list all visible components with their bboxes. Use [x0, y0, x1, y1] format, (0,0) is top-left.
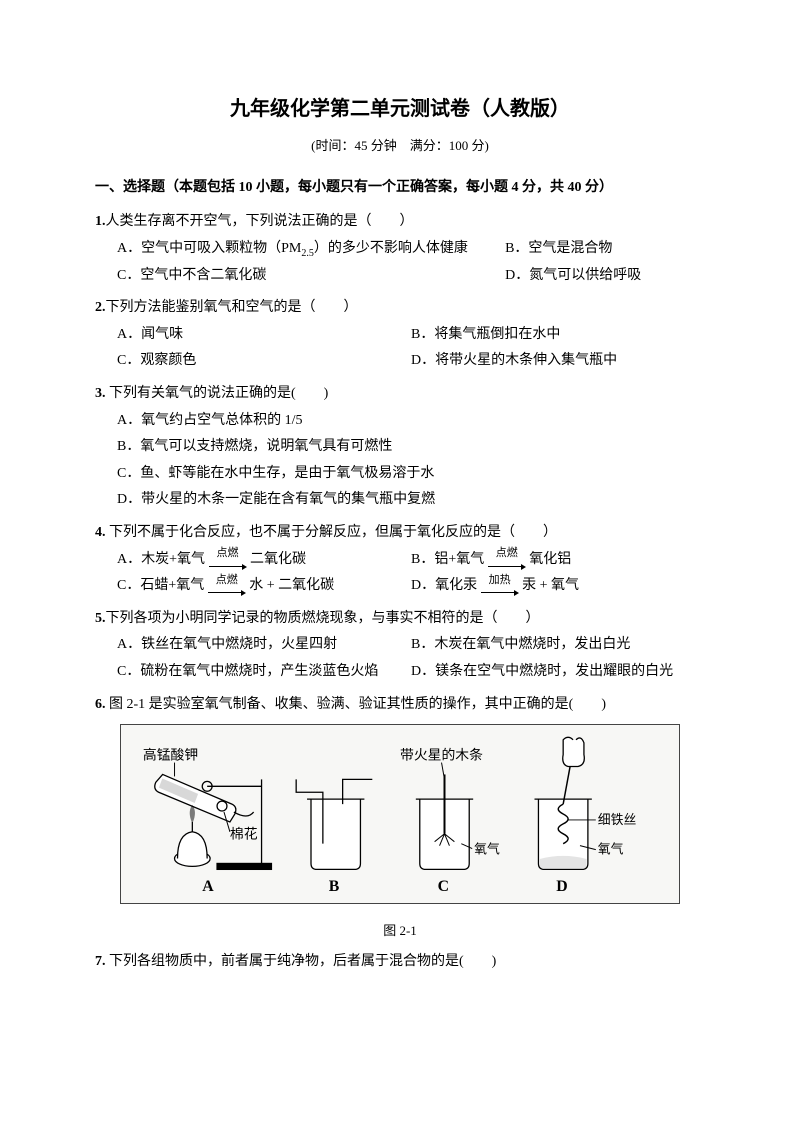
q5-opt-c: C．硫粉在氧气中燃烧时，产生淡蓝色火焰 — [117, 659, 411, 686]
q4-stem: 下列不属于化合反应，也不属于分解反应，但属于氧化反应的是（ ） — [106, 525, 558, 540]
question-3: 3. 下列有关氧气的说法正确的是( ) A．氧气约占空气总体积的 1/5 B．氧… — [95, 381, 705, 514]
q7-stem: 下列各组物质中，前者属于纯净物，后者属于混合物的是( ) — [106, 954, 497, 969]
q3-opt-a: A．氧气约占空气总体积的 1/5 — [117, 408, 705, 435]
q5-opt-b: B．木炭在氧气中燃烧时，发出白光 — [411, 632, 705, 659]
question-7: 7. 下列各组物质中，前者属于纯净物，后者属于混合物的是( ) — [95, 949, 705, 976]
q4-num: 4. — [95, 525, 106, 540]
q1-stem: 人类生存离不开空气，下列说法正确的是（ ） — [106, 214, 414, 229]
svg-text:棉花: 棉花 — [230, 827, 258, 842]
q1-num: 1. — [95, 214, 106, 229]
q2-opt-c: C．观察颜色 — [117, 348, 411, 375]
q6-stem: 图 2-1 是实验室氧气制备、收集、验满、验证其性质的操作，其中正确的是( ) — [106, 697, 606, 712]
q3-num: 3. — [95, 386, 106, 401]
q5-opt-a: A．铁丝在氧气中燃烧时，火星四射 — [117, 632, 411, 659]
svg-text:B: B — [329, 878, 340, 895]
q1-opt-c: C．空气中不含二氧化碳 — [117, 263, 505, 290]
page-subtitle: (时间：45 分钟 满分：100 分) — [95, 134, 705, 159]
page-title: 九年级化学第二单元测试卷（人教版） — [95, 90, 705, 128]
q2-stem: 下列方法能鉴别氧气和空气的是（ ） — [106, 300, 358, 315]
question-2: 2.下列方法能鉴别氧气和空气的是（ ） A．闻气味 B．将集气瓶倒扣在水中 C．… — [95, 295, 705, 375]
question-1: 1.人类生存离不开空气，下列说法正确的是（ ） A．空气中可吸入颗粒物（PM2.… — [95, 209, 705, 289]
q1-opt-a: A．空气中可吸入颗粒物（PM2.5）的多少不影响人体健康 — [117, 236, 505, 263]
figure-caption: 图 2-1 — [95, 919, 705, 944]
q3-opt-d: D．带火星的木条一定能在含有氧气的集气瓶中复燃 — [117, 487, 705, 514]
q1-opt-d: D．氮气可以供给呼吸 — [505, 263, 705, 290]
q4-opt-d: D．氧化汞 加热 汞 + 氧气 — [411, 573, 705, 600]
q2-num: 2. — [95, 300, 106, 315]
q4-opt-b: B．铝+氧气 点燃 氧化铝 — [411, 547, 705, 574]
svg-text:D: D — [556, 878, 567, 895]
q3-opt-c: C．鱼、虾等能在水中生存，是由于氧气极易溶于水 — [117, 461, 705, 488]
question-6: 6. 图 2-1 是实验室氧气制备、收集、验满、验证其性质的操作，其中正确的是(… — [95, 692, 705, 719]
q1-opt-b: B．空气是混合物 — [505, 236, 705, 263]
q3-opt-b: B．氧气可以支持燃烧，说明氧气具有可燃性 — [117, 434, 705, 461]
section-1-header: 一、选择题（本题包括 10 小题，每小题只有一个正确答案，每小题 4 分，共 4… — [95, 175, 705, 202]
q5-opt-d: D．镁条在空气中燃烧时，发出耀眼的白光 — [411, 659, 705, 686]
q3-stem: 下列有关氧气的说法正确的是( ) — [106, 386, 329, 401]
q7-num: 7. — [95, 954, 106, 969]
svg-text:高锰酸钾: 高锰酸钾 — [143, 747, 198, 763]
svg-text:细铁丝: 细铁丝 — [598, 813, 637, 827]
q6-num: 6. — [95, 697, 106, 712]
svg-text:氧气: 氧气 — [598, 842, 624, 857]
svg-text:氧气: 氧气 — [474, 842, 500, 857]
q2-opt-a: A．闻气味 — [117, 322, 411, 349]
q4-opt-a: A．木炭+氧气 点燃 二氧化碳 — [117, 547, 411, 574]
q2-opt-b: B．将集气瓶倒扣在水中 — [411, 322, 705, 349]
q5-num: 5. — [95, 611, 106, 626]
q5-stem: 下列各项为小明同学记录的物质燃烧现象，与事实不相符的是（ ） — [106, 611, 540, 626]
svg-text:A: A — [202, 878, 214, 895]
svg-text:带火星的木条: 带火星的木条 — [400, 747, 483, 763]
figure-2-1: 高锰酸钾 棉花 A B — [95, 724, 705, 915]
question-4: 4. 下列不属于化合反应，也不属于分解反应，但属于氧化反应的是（ ） A．木炭+… — [95, 520, 705, 600]
svg-text:C: C — [438, 878, 449, 895]
q2-opt-d: D．将带火星的木条伸入集气瓶中 — [411, 348, 705, 375]
q4-opt-c: C．石蜡+氧气 点燃 水 + 二氧化碳 — [117, 573, 411, 600]
question-5: 5.下列各项为小明同学记录的物质燃烧现象，与事实不相符的是（ ） A．铁丝在氧气… — [95, 606, 705, 686]
